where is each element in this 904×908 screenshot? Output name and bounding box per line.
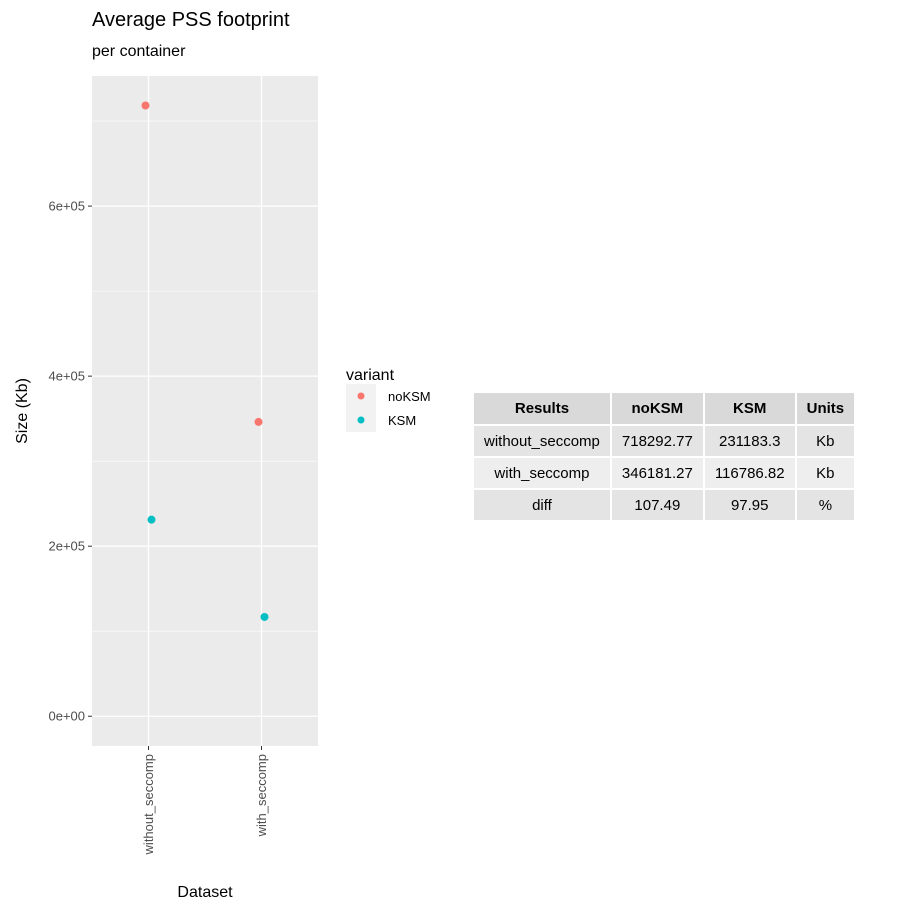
table-cell: % bbox=[794, 488, 857, 522]
table-header-row: Results noKSM KSM Units bbox=[472, 391, 857, 426]
table-cell: 718292.77 bbox=[609, 424, 705, 458]
y-tick-label: 6e+05 bbox=[48, 199, 85, 214]
legend-title: variant bbox=[346, 367, 395, 384]
table-row: with_seccomp 346181.27 116786.82 Kb bbox=[472, 456, 857, 490]
y-axis-title: Size (Kb) bbox=[14, 378, 31, 444]
plot-panel bbox=[92, 76, 318, 746]
table-cell: 97.95 bbox=[702, 488, 797, 522]
table-cell: 231183.3 bbox=[702, 424, 797, 458]
data-point-ksm bbox=[147, 515, 156, 524]
data-point-ksm bbox=[260, 612, 269, 621]
table-cell: Kb bbox=[794, 456, 857, 490]
legend-label: noKSM bbox=[388, 389, 431, 404]
legend-label: KSM bbox=[388, 413, 416, 428]
x-axis-title: Dataset bbox=[177, 884, 233, 901]
table-row: without_seccomp 718292.77 231183.3 Kb bbox=[472, 424, 857, 458]
x-tick-label: with_seccomp bbox=[254, 754, 269, 837]
y-tick-label: 2e+05 bbox=[48, 539, 85, 554]
y-tick-label: 0e+00 bbox=[48, 709, 85, 724]
y-tick-label: 4e+05 bbox=[48, 369, 85, 384]
table-row: diff 107.49 97.95 % bbox=[472, 488, 857, 522]
table-cell: without_seccomp bbox=[472, 424, 612, 458]
table-header-results: Results bbox=[472, 391, 612, 426]
table-cell: with_seccomp bbox=[472, 456, 612, 490]
table-cell: diff bbox=[472, 488, 612, 522]
table-cell: 116786.82 bbox=[702, 456, 797, 490]
data-point-noksm bbox=[141, 101, 150, 110]
legend-key-ksm bbox=[357, 416, 365, 424]
table-header-noksm: noKSM bbox=[609, 391, 705, 426]
legend-key-noksm bbox=[357, 392, 365, 400]
table-cell: Kb bbox=[794, 424, 857, 458]
x-tick-label: without_seccomp bbox=[141, 754, 156, 855]
table-cell: 107.49 bbox=[609, 488, 705, 522]
table-header-units: Units bbox=[794, 391, 857, 426]
y-axis: 0e+00 2e+05 4e+05 6e+05 bbox=[48, 199, 92, 724]
chart-title: Average PSS footprint bbox=[92, 9, 290, 31]
chart-subtitle: per container bbox=[92, 43, 186, 60]
data-point-noksm bbox=[254, 417, 263, 426]
grid bbox=[92, 76, 318, 746]
results-table: Results noKSM KSM Units without_seccomp … bbox=[472, 391, 857, 522]
legend: variant noKSM KSM bbox=[346, 367, 431, 432]
table-cell: 346181.27 bbox=[609, 456, 705, 490]
data-points bbox=[141, 101, 269, 621]
table-header-ksm: KSM bbox=[702, 391, 797, 426]
x-axis: without_seccomp with_seccomp bbox=[141, 746, 269, 855]
